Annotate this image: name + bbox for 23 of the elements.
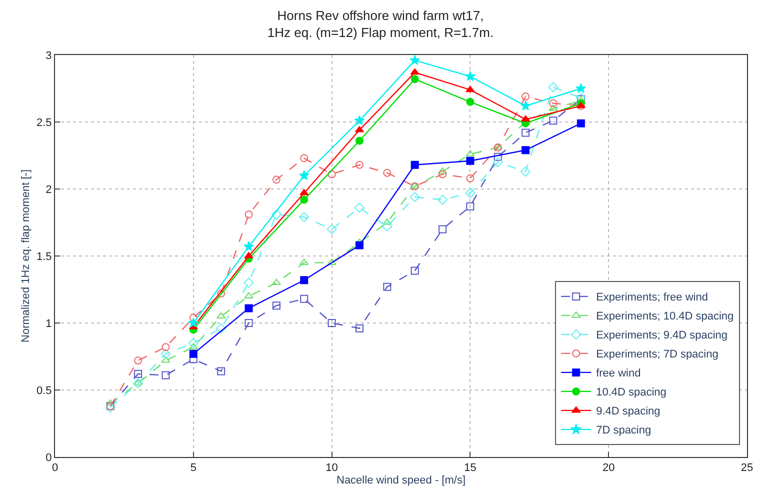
y-tick-label: 1.5 xyxy=(36,250,52,263)
chart-title: Horns Rev offshore wind farm wt17, 1Hz eq. (m=12) Flap moment, R=1.7m. xyxy=(267,8,494,40)
x-axis-title: Nacelle wind speed - [m/s] xyxy=(336,474,466,486)
x-tick-label: 15 xyxy=(464,462,476,474)
legend-label: Experiments; 7D spacing xyxy=(596,348,718,361)
x-tick-label: 10 xyxy=(326,462,338,474)
legend-label: 9.4D spacing xyxy=(596,406,660,418)
x-tick-label: 20 xyxy=(602,462,615,474)
y-tick-label: 0 xyxy=(46,452,52,464)
legend-label: free wind xyxy=(596,368,641,380)
legend-label: 7D spacing xyxy=(596,424,652,437)
x-tick-label: 5 xyxy=(190,462,196,474)
y-tick-label: 2.5 xyxy=(36,116,52,129)
y-tick-label: 1 xyxy=(46,318,52,330)
y-tick-label: 2 xyxy=(46,184,52,196)
legend-label: Experiments; free wind xyxy=(596,292,708,304)
legend-label: Experiments; 9.4D spacing xyxy=(596,330,728,342)
y-tick-label: 0.5 xyxy=(36,384,52,397)
legend-label: 10.4D spacing xyxy=(596,386,666,399)
y-tick-label: 3 xyxy=(46,50,52,62)
legend-label: Experiments; 10.4D spacing xyxy=(596,310,734,323)
x-tick-label: 25 xyxy=(740,462,754,474)
y-axis-title: Normalized 1Hz eq. flap moment [-] xyxy=(20,169,32,343)
